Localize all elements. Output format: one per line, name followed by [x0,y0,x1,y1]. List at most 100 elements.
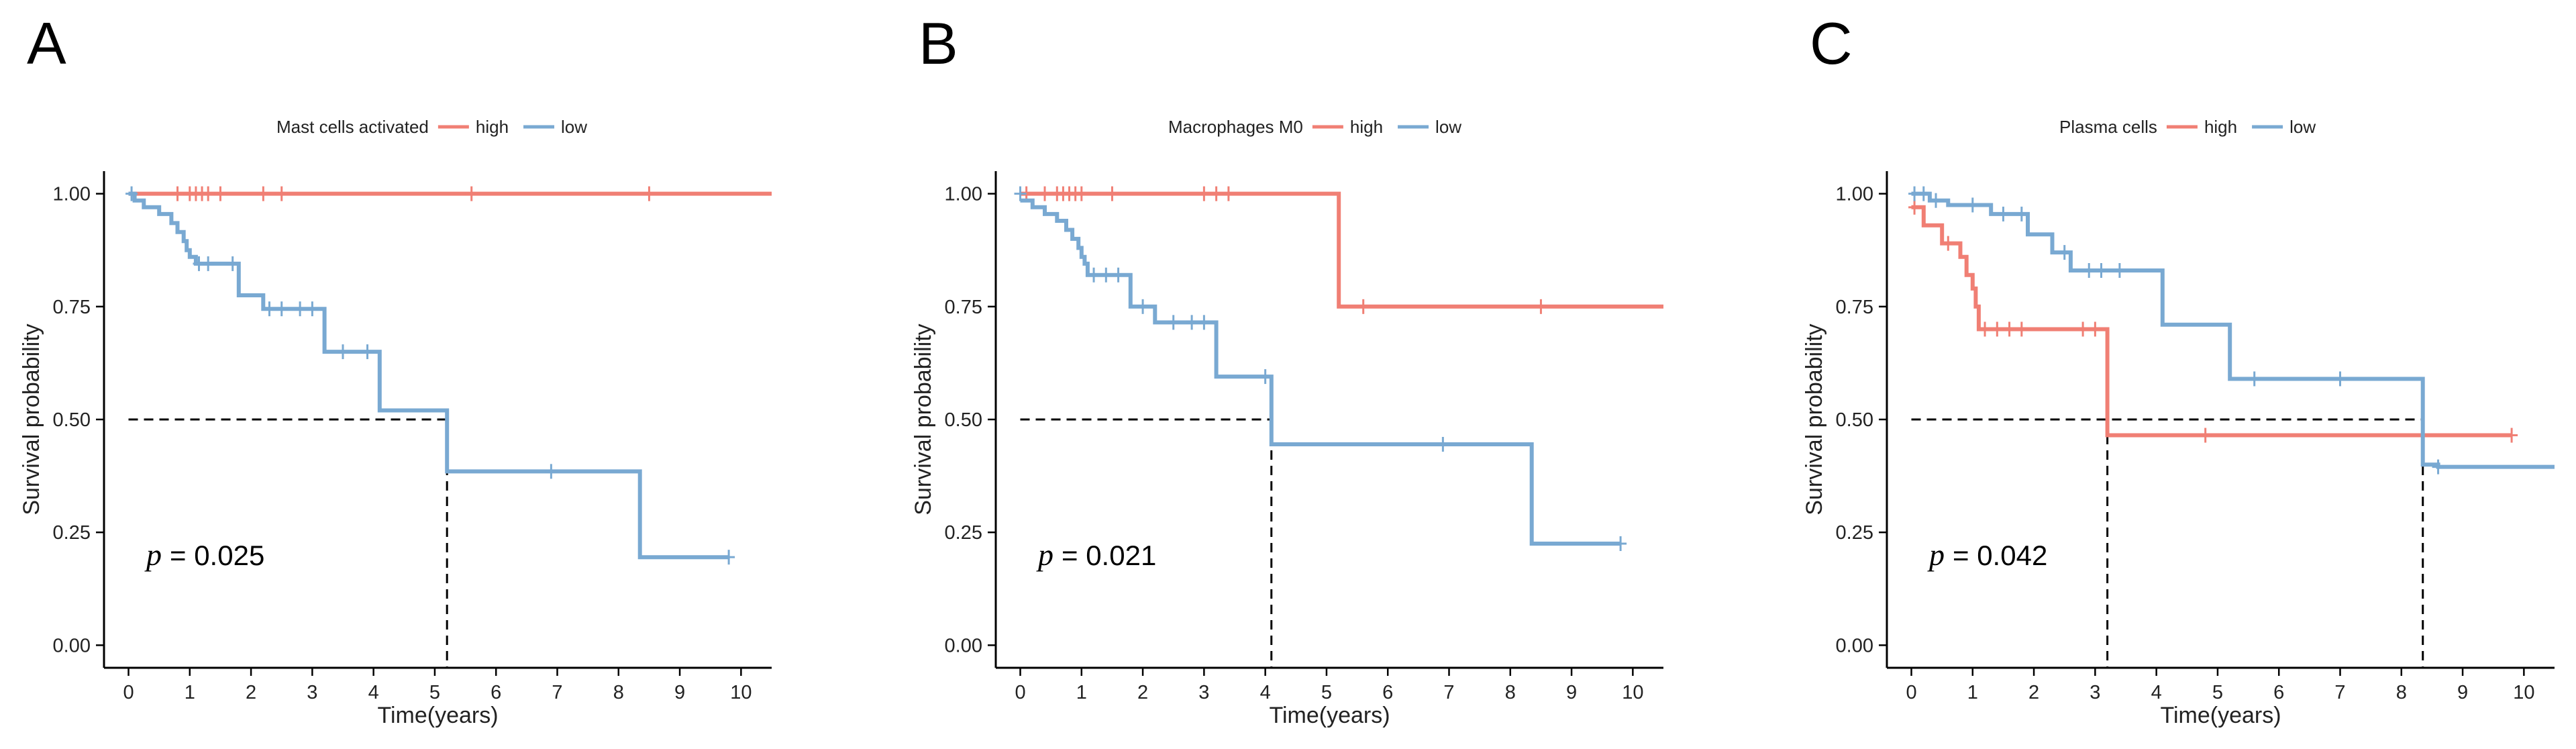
censor-mark-low [263,301,276,317]
y-tick-label: 1.00 [1836,184,1873,205]
censor-mark-low [1614,536,1627,551]
y-axis-title: Survival probability [911,323,936,515]
x-tick-label: 0 [123,682,134,703]
censor-mark-high [2015,321,2028,337]
survival-curve-low [128,191,729,560]
censor-mark-high [2089,321,2102,337]
y-tick-label: 0.50 [945,409,982,431]
censor-mark-low [1966,197,1979,213]
y-tick-label: 0.75 [53,297,91,318]
y-tick-label: 1.00 [945,184,982,205]
x-tick-label: 2 [246,682,256,703]
censor-mark-high [2077,321,2090,337]
censor-mark-low [361,344,374,360]
censor-mark-low [1137,299,1149,314]
censor-mark-low [125,186,138,201]
y-tick-label: 0.00 [1836,635,1873,656]
x-tick-label: 3 [307,682,317,703]
censor-mark-low [545,464,558,479]
x-tick-label: 4 [1260,682,1271,703]
censor-mark-low [337,344,350,360]
x-tick-label: 6 [2273,682,2284,703]
censor-mark-high [1210,186,1223,201]
x-tick-label: 9 [674,682,685,703]
x-tick-label: 4 [368,682,379,703]
censor-mark-low [1112,267,1125,283]
x-tick-label: 0 [1906,682,1916,703]
censor-mark-low [2095,263,2108,278]
x-tick-label: 7 [1443,682,1454,703]
p-value: = 0.025 [170,540,264,571]
panel-letter: C [1810,10,1853,77]
x-tick-label: 8 [613,682,624,703]
x-tick-label: 1 [1967,682,1978,703]
censor-mark-high [643,186,656,201]
survival-curve-high [1020,191,1663,309]
x-tick-label: 10 [1622,682,1643,703]
censor-mark-low [1198,315,1210,330]
censor-mark-low [226,256,239,271]
censor-mark-high [465,186,478,201]
censor-mark-high [1075,186,1088,201]
censor-mark-low [1917,186,1930,201]
censor-mark-high [1535,299,1547,314]
censor-mark-high [1942,236,1955,251]
censor-mark-low [1186,315,1198,330]
censor-mark-high [2506,428,2518,443]
censor-mark-low [2058,245,2071,260]
x-tick-label: 10 [730,682,752,703]
panel-letter: B [919,10,958,77]
censor-mark-low [306,301,319,317]
legend: Macrophages M0 high low [1168,117,1461,137]
x-axis-title: Time(years) [2160,703,2281,728]
censor-mark-low [2248,371,2261,387]
legend-label-low: low [2289,117,2316,137]
censor-mark-low [723,550,735,565]
legend-title: Mast cells activated [276,117,429,137]
censor-mark-low [1167,315,1180,330]
censor-mark-low [1930,193,1943,208]
censor-mark-high [1979,321,1992,337]
x-tick-label: 8 [2396,682,2407,703]
censor-mark-low [2334,371,2347,387]
censor-mark-low [202,256,215,271]
x-tick-label: 8 [1505,682,1516,703]
legend: Plasma cells high low [2059,117,2316,137]
legend-label-high: high [476,117,509,137]
y-tick-label: 0.25 [945,522,982,544]
censor-mark-high [214,186,227,201]
y-axis-title: Survival probability [19,323,44,515]
censor-mark-low [2015,206,2028,221]
x-tick-label: 6 [1382,682,1393,703]
x-tick-label: 3 [2090,682,2100,703]
censor-mark-high [1357,299,1370,314]
censor-mark-low [2432,459,2444,475]
survival-curve-low [1020,198,1621,546]
censor-mark-high [1991,321,2004,337]
p-symbol: p [1927,538,1945,572]
legend-label-low: low [561,117,587,137]
censor-mark-high [171,186,184,201]
x-tick-label: 10 [2513,682,2534,703]
y-tick-label: 0.00 [945,635,982,656]
y-tick-label: 0.75 [945,297,982,318]
censor-mark-high [2003,321,2016,337]
x-tick-label: 7 [552,682,562,703]
censor-mark-low [1259,369,1272,385]
censor-mark-high [1106,186,1119,201]
x-tick-label: 9 [1566,682,1577,703]
y-tick-label: 1.00 [53,184,91,205]
y-tick-label: 0.50 [53,409,91,431]
x-axis-title: Time(years) [377,703,498,728]
censor-mark-low [1088,267,1100,283]
x-axis-title: Time(years) [1269,703,1390,728]
y-tick-label: 0.25 [53,522,91,544]
y-tick-label: 0.00 [53,635,91,656]
censor-mark-low [1997,206,2010,221]
legend-label-high: high [1350,117,1383,137]
y-axis-title: Survival probability [1802,323,1827,515]
x-tick-label: 7 [2334,682,2345,703]
x-tick-label: 3 [1198,682,1209,703]
censor-mark-low [1014,186,1027,201]
